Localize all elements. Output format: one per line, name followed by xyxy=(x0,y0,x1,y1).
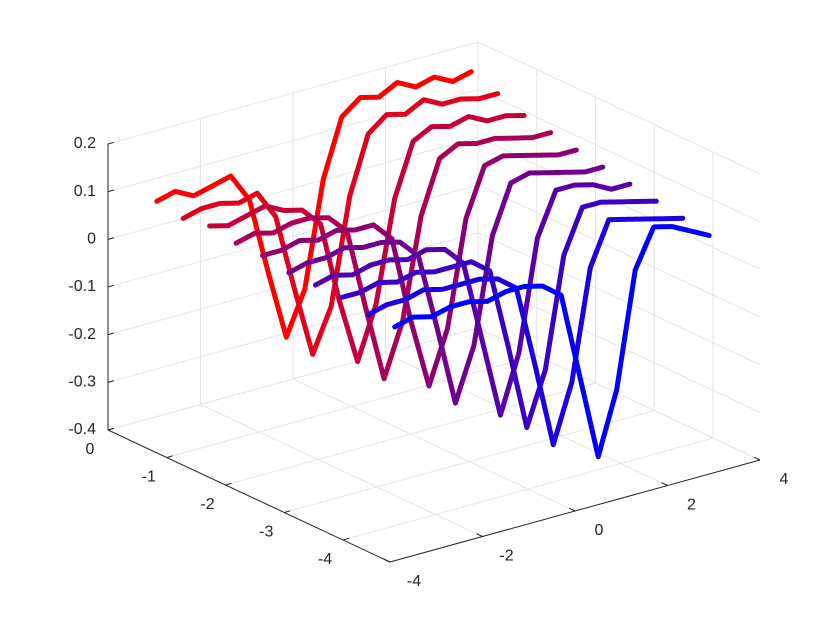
y-tick-label: 0 xyxy=(86,441,95,458)
grid-line xyxy=(107,136,479,240)
z-tick xyxy=(107,141,115,145)
x-tick-label: 0 xyxy=(595,522,604,539)
data-line xyxy=(207,113,527,365)
z-tick-label: 0.1 xyxy=(74,183,96,200)
y-tick-label: -2 xyxy=(200,496,214,513)
z-tick-label: -0.1 xyxy=(68,278,96,295)
y-tick xyxy=(284,510,291,513)
y-tick xyxy=(107,427,115,431)
y-tick xyxy=(225,482,232,486)
x-tick-label: 2 xyxy=(687,497,696,514)
z-tick xyxy=(107,380,115,383)
data-line xyxy=(339,198,659,431)
x-tick xyxy=(383,558,391,563)
x-tick-label: 4 xyxy=(780,471,789,488)
x-tick-label: -2 xyxy=(499,548,513,565)
grid-line xyxy=(107,279,479,383)
grid-line xyxy=(166,355,537,458)
z-tick-label: -0.3 xyxy=(68,374,96,391)
grid-line xyxy=(107,184,479,288)
z-tick xyxy=(107,237,115,240)
grid-line xyxy=(477,327,761,461)
y-tick xyxy=(166,455,173,458)
x-tick xyxy=(568,507,576,512)
data-line xyxy=(365,215,686,448)
y-tick-label: -1 xyxy=(142,469,156,486)
grid-line xyxy=(107,41,479,145)
x-tick xyxy=(753,456,761,461)
y-tick-label: -3 xyxy=(259,524,273,541)
data-line xyxy=(286,164,606,406)
data-line xyxy=(233,130,554,382)
grid-line xyxy=(477,41,761,175)
z-tick xyxy=(107,189,115,193)
x-tick xyxy=(476,533,483,537)
data-line xyxy=(392,224,712,460)
z-tick xyxy=(107,284,115,288)
grid-line xyxy=(342,437,714,541)
z-tick-label: -0.2 xyxy=(68,326,96,343)
y-tick-label: -4 xyxy=(318,551,332,568)
y-tick xyxy=(342,537,350,541)
z-tick-label: 0 xyxy=(87,231,96,248)
z-tick xyxy=(107,332,115,336)
z-tick-label: -0.4 xyxy=(68,421,96,438)
z-tick-label: 0.2 xyxy=(74,135,96,152)
data-line xyxy=(154,69,474,340)
grid-line xyxy=(477,89,761,223)
grid-line xyxy=(477,184,761,318)
x-tick xyxy=(661,482,668,486)
x-tick-label: -4 xyxy=(407,573,421,590)
data-line xyxy=(260,147,580,389)
grid-line xyxy=(477,232,761,366)
